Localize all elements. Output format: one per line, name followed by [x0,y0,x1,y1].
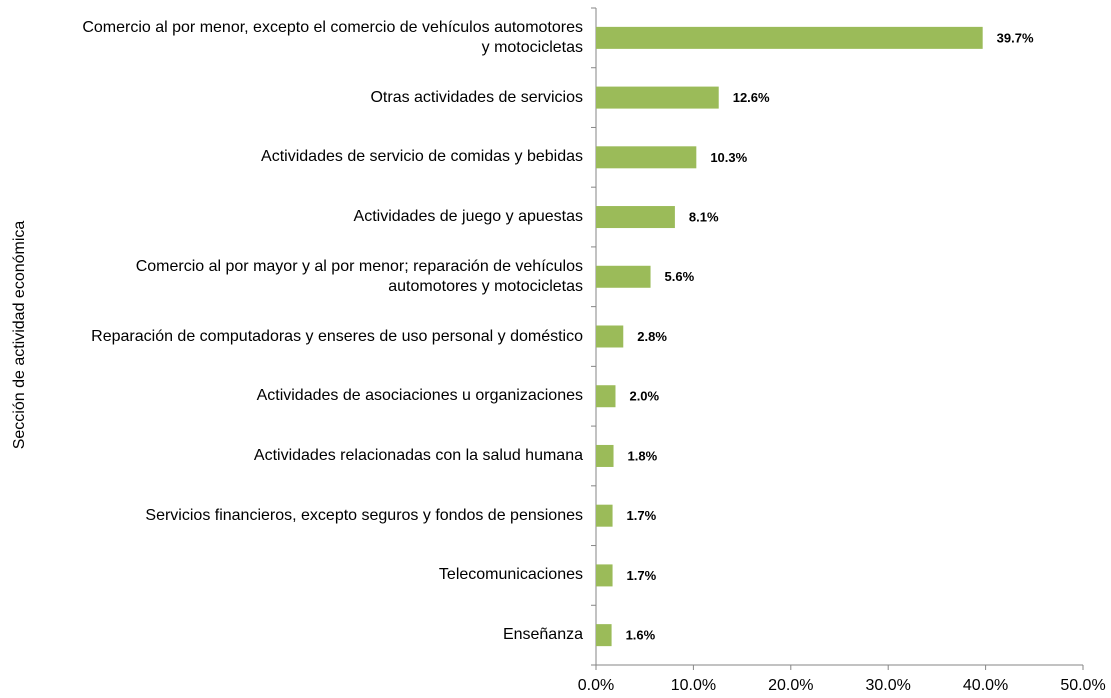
x-tick-label: 50.0% [1060,677,1105,694]
value-label: 10.3% [710,150,747,165]
category-label: Enseñanza [502,626,583,644]
bar [596,624,612,647]
bar [596,265,651,288]
bar [596,564,613,587]
bar [596,444,614,467]
category-label: Telecomunicaciones [438,566,583,584]
category-label: Comercio al por mayor y al por menor; re… [135,257,583,295]
value-label: 39.7% [997,30,1034,45]
bar [596,325,624,348]
x-tick-label: 30.0% [866,677,911,694]
x-tick-label: 20.0% [768,677,813,694]
value-label: 12.6% [733,90,770,105]
x-tick-label: 10.0% [671,677,716,694]
category-label: Otras actividades de servicios [370,88,583,106]
value-label: 5.6% [665,269,695,284]
bar [596,385,616,408]
x-tick-label: 40.0% [963,677,1008,694]
value-label: 1.7% [627,508,657,523]
category-label: Actividades de juego y apuestas [353,208,583,226]
value-label: 8.1% [689,209,719,224]
category-label: Actividades de servicio de comidas y beb… [261,148,583,166]
y-axis-label: Sección de actividad económica [11,221,28,450]
category-label: Comercio al por menor, excepto el comerc… [82,18,583,56]
x-tick-label: 0.0% [578,677,614,694]
bar [596,86,719,109]
value-label: 1.7% [627,568,657,583]
category-label: Actividades de asociaciones u organizaci… [256,387,583,405]
bar [596,504,613,527]
bar [596,146,697,169]
category-label: Servicios financieros, excepto seguros y… [145,506,583,524]
bar [596,206,675,229]
bar [596,26,983,49]
value-label: 2.8% [637,329,667,344]
category-label: Actividades relacionadas con la salud hu… [253,446,583,464]
value-label: 1.8% [628,448,658,463]
category-label: Reparación de computadoras y enseres de … [91,327,583,345]
value-label: 2.0% [629,389,659,404]
value-label: 1.6% [626,628,656,643]
